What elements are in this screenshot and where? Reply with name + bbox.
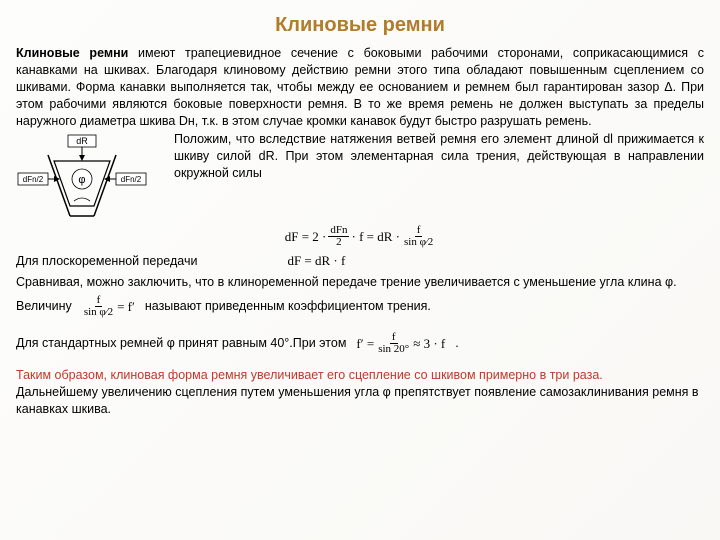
fp-den: sin φ⁄2	[82, 307, 115, 318]
fp-num: f	[95, 295, 103, 307]
fprime-paragraph: Величину fsin φ⁄2 = f′ называют приведен…	[16, 295, 431, 318]
diagram-dR-label: dR	[76, 136, 88, 146]
intro-bold: Клиновые ремни	[16, 46, 128, 60]
intro-paragraph: Клиновые ремни имеют трапециевидное сече…	[16, 45, 704, 129]
std-den: sin 20°	[376, 344, 411, 355]
fp-rhs: = f′	[117, 298, 135, 316]
main-formula: dF = 2 · dFn2 · f = dR · fsin φ⁄2	[16, 225, 704, 248]
fprime-label-a: Величину	[16, 298, 72, 315]
flat-belt-label: Для плоскоременной передачи	[16, 253, 197, 270]
page-title: Клиновые ремни	[16, 12, 704, 39]
formula-main-lhs: dF = 2 ·	[285, 228, 327, 246]
diagram-dfn-right: dFn/2	[121, 175, 142, 184]
diagram-text: Положим, что вследствие натяжения ветвей…	[174, 131, 704, 182]
flat-belt-formula: dF = dR · f	[287, 252, 345, 270]
diagram-row: dR φ dFn/2 dFn/2 Положим, что вследствие…	[16, 131, 704, 221]
formula-main-mid: · f = dR ·	[351, 228, 400, 246]
diagram-phi-label: φ	[78, 174, 85, 186]
flat-belt-row: Для плоскоременной передачи dF = dR · f	[16, 252, 704, 270]
std-rhs: ≈ 3 · f	[413, 335, 445, 353]
diagram-dfn-left: dFn/2	[23, 175, 44, 184]
standard-paragraph: Для стандартных ремней φ принят равным 4…	[16, 332, 459, 355]
std-lhs: f′ =	[356, 335, 374, 353]
f-den1: 2	[334, 237, 344, 248]
conclusion-red: Таким образом, клиновая форма ремня увел…	[16, 367, 704, 384]
belt-cross-section-diagram: dR φ dFn/2 dFn/2	[16, 131, 166, 221]
std-num: f	[390, 332, 398, 344]
fprime-label-b: называют приведенным коэффициентом трени…	[145, 298, 431, 315]
final-paragraph: Дальнейшему увеличению сцепления путем у…	[16, 384, 704, 418]
f-den2: sin φ⁄2	[402, 237, 435, 248]
compare-paragraph: Сравнивая, можно заключить, что в клинор…	[16, 274, 704, 291]
std-text-b: .	[455, 335, 458, 352]
std-text-a: Для стандартных ремней φ принят равным 4…	[16, 335, 346, 352]
